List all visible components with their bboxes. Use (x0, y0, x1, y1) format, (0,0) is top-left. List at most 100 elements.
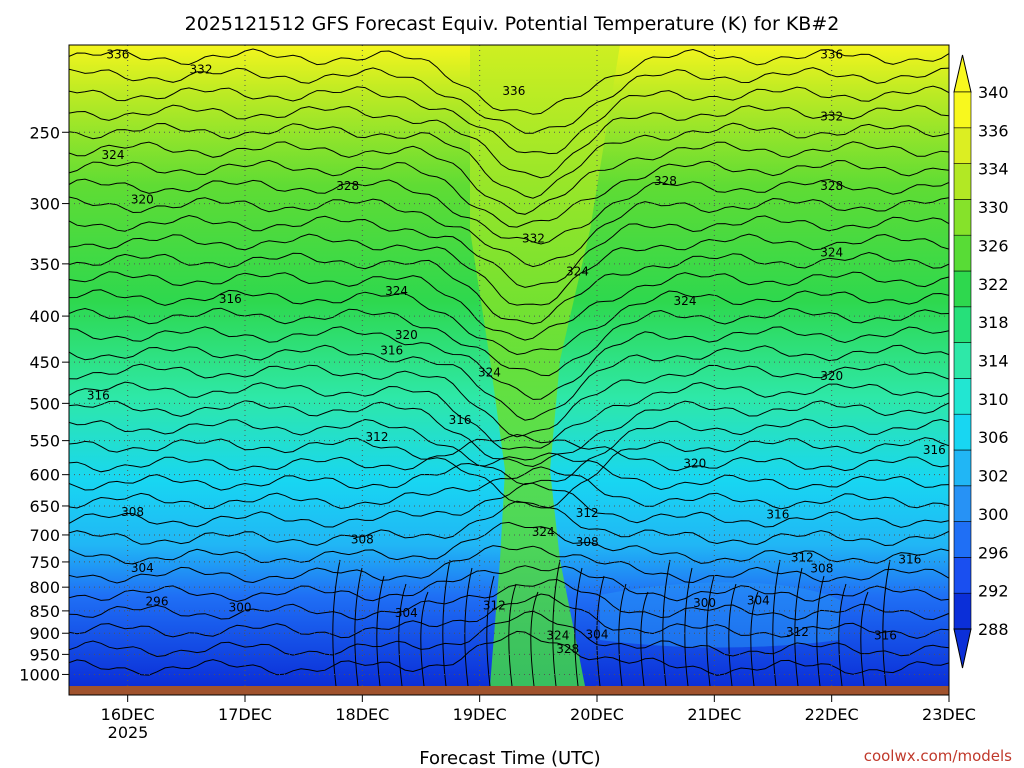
isoline (816, 575, 825, 686)
y-tick: 400 (29, 307, 69, 326)
x-axis-label: Forecast Time (UTC) (419, 748, 600, 768)
isoline (794, 567, 803, 686)
isoline (332, 559, 341, 686)
isoline (69, 565, 949, 603)
y-tick-label: 250 (29, 123, 60, 142)
isoline (69, 545, 949, 584)
contour-label: 320 (395, 328, 418, 342)
contour-label: 304 (131, 561, 154, 575)
x-tick-label: 17DEC (218, 705, 272, 724)
contour-label: 312 (366, 430, 389, 444)
contour-label: 308 (810, 562, 833, 576)
isoline (69, 271, 949, 341)
credit-text: coolwx.com/models (864, 747, 1012, 765)
colorbar-swatch (953, 270, 972, 308)
colorbar-swatch (953, 127, 972, 164)
colorbar-top-arrow (953, 54, 972, 93)
isoline (684, 567, 693, 686)
x-tick: 16DEC (101, 695, 155, 724)
x-axis: 16DEC 17DEC 18DEC 19DEC 20DEC 21DEC 22DEC 23DEC (101, 695, 976, 724)
y-tick-label: 850 (29, 602, 60, 621)
colorbar-label: 318 (978, 313, 1009, 332)
isoline (420, 591, 429, 686)
y-tick-label: 500 (29, 394, 60, 413)
colorbar-swatch (953, 306, 972, 343)
colorbar-swatch (953, 163, 972, 200)
contour-label: 308 (576, 535, 599, 549)
isoline (442, 559, 451, 686)
colorbar-label: 330 (978, 198, 1009, 217)
terrain-strip (69, 686, 949, 695)
contour-label: 316 (898, 552, 921, 566)
colorbar-swatch (953, 199, 972, 236)
y-tick-label: 350 (29, 255, 60, 274)
contour-label: 324 (385, 284, 408, 298)
isoline (69, 400, 949, 468)
isoline (69, 178, 949, 245)
contour-label: 308 (351, 532, 374, 546)
y-tick-label: 900 (29, 624, 60, 643)
colorbar-swatch (953, 449, 972, 487)
contour-label: 332 (820, 109, 843, 123)
contour-label: 336 (502, 84, 525, 98)
isolines (69, 48, 949, 686)
isoline (354, 567, 363, 686)
x-tick-label: 20DEC (570, 705, 624, 724)
isoline (640, 591, 649, 686)
y-tick-label: 400 (29, 307, 60, 326)
y-tick: 450 (29, 353, 69, 372)
contour-label: 312 (791, 551, 814, 565)
x-tick-label: 16DEC (101, 705, 155, 724)
contour-label: 328 (336, 179, 359, 193)
isoline (552, 559, 561, 686)
y-tick: 600 (29, 466, 69, 485)
plot-frame (68, 44, 950, 696)
colorbar-swatch (953, 342, 972, 379)
isoline (69, 452, 949, 491)
colorbar-label: 340 (978, 83, 1009, 102)
isoline (69, 159, 949, 228)
y-tick: 900 (29, 624, 69, 643)
contour-label: 324 (532, 525, 555, 539)
contour-label: 328 (556, 642, 579, 656)
isoline (69, 578, 949, 621)
isoline (69, 466, 949, 510)
y-tick: 250 (29, 123, 69, 142)
isoline (508, 583, 517, 686)
isoline (69, 233, 949, 306)
isoline (69, 85, 949, 155)
isoline (69, 196, 949, 268)
isoline (376, 575, 385, 686)
contour-label: 324 (546, 628, 569, 642)
y-tick: 300 (29, 195, 69, 214)
contour-label: 304 (586, 628, 609, 642)
contour-label: 324 (566, 265, 589, 279)
isoline (706, 575, 715, 686)
colorbar-swatch (953, 91, 972, 129)
contour-label: 296 (146, 595, 169, 609)
y-tick-label: 550 (29, 432, 60, 451)
isoline (69, 381, 949, 450)
colorbar-label: 296 (978, 543, 1009, 562)
colorbar-label: 314 (978, 352, 1009, 371)
contour-label: 316 (87, 388, 110, 402)
isoline (69, 363, 949, 438)
chart-title: 2025121512 GFS Forecast Equiv. Potential… (185, 13, 840, 35)
isoline (69, 437, 949, 509)
colorbar-label: 306 (978, 428, 1009, 447)
colorbar-label: 334 (978, 160, 1009, 179)
isoline (69, 326, 949, 400)
isoline (69, 521, 949, 565)
isoline (69, 122, 949, 199)
contour-label: 316 (766, 507, 789, 521)
x-tick-label: 19DEC (453, 705, 507, 724)
contour-label: 316 (923, 443, 946, 457)
isoline (69, 500, 949, 547)
x-axis-year: 2025 (108, 723, 149, 742)
isoline (750, 591, 759, 686)
y-axis: 250 300 350 400 450 500 550 600 650 700 750 800 850 9… (19, 123, 69, 684)
isoline (69, 67, 949, 134)
isoline (69, 593, 949, 639)
colorbar-label: 310 (978, 390, 1009, 409)
